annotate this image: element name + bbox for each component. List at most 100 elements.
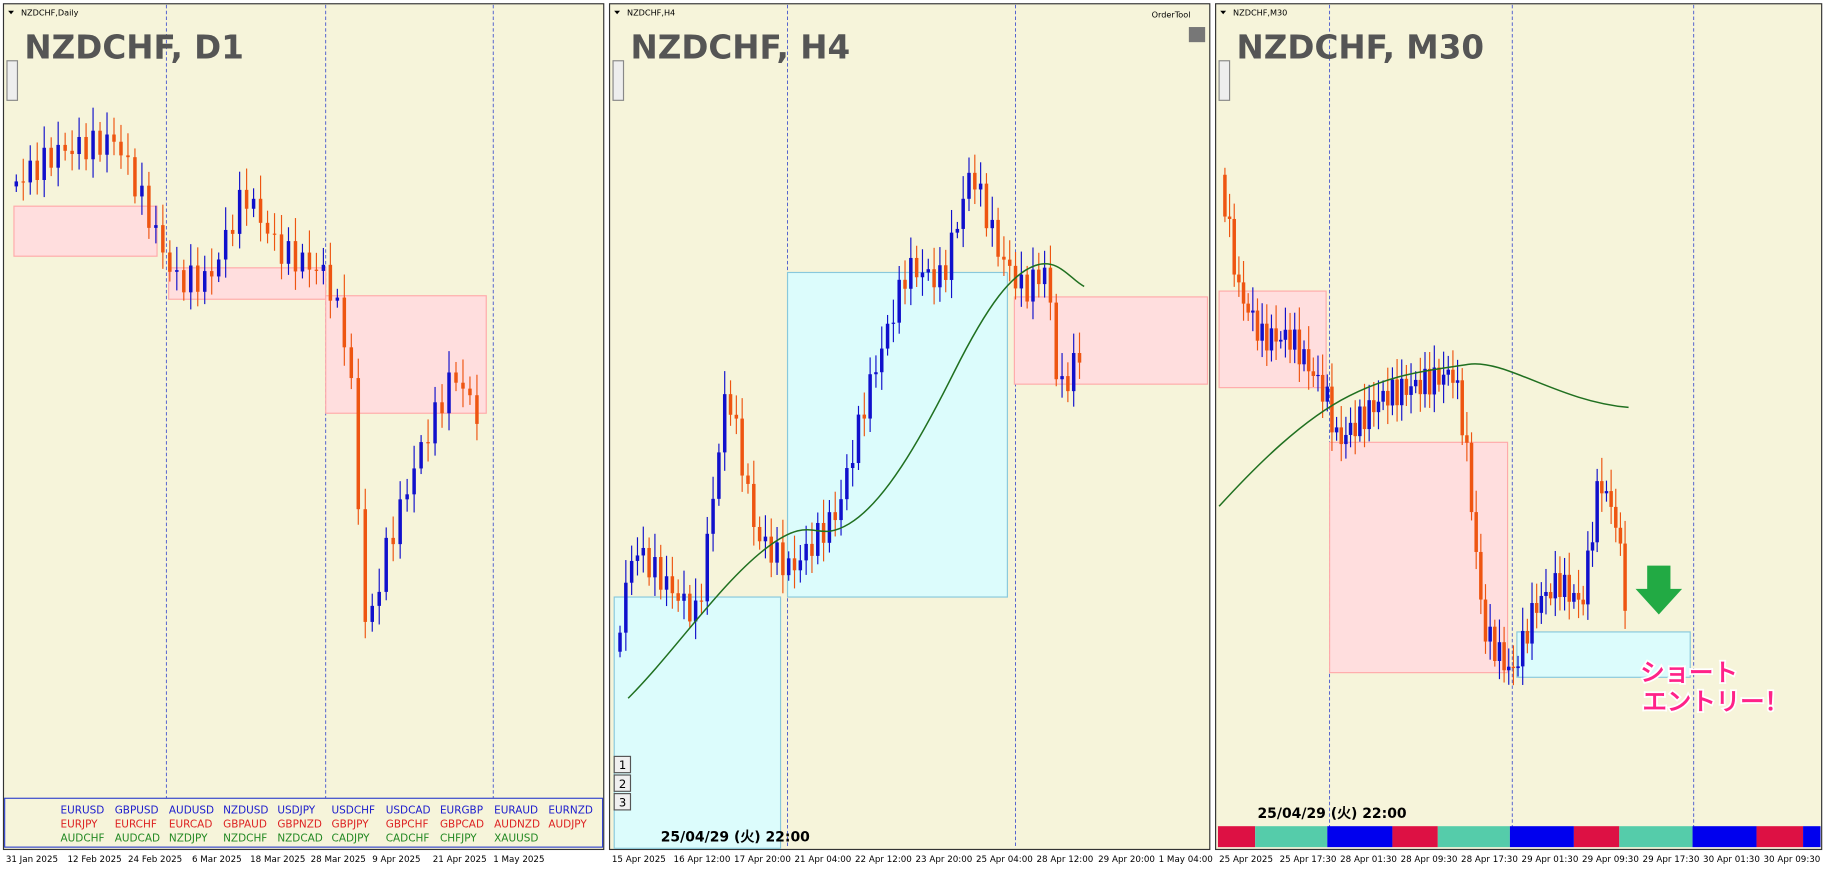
tab-button[interactable] [613,774,632,792]
symbol-button[interactable]: EURCAD [169,818,213,830]
candle-body [775,542,779,563]
candle-body [91,130,95,160]
candle-body [356,378,361,510]
candle-body [1241,282,1246,304]
candle-body [1060,376,1064,380]
annotation: エントリー！ [1643,687,1789,716]
symbol-button[interactable]: EURNZD [548,804,593,816]
symbol-button[interactable]: NZDJPY [169,832,208,844]
candle-body [1066,376,1070,392]
candle-body [769,536,773,563]
candle-body [1493,626,1497,661]
symbol-button[interactable]: GBPUSD [115,804,159,816]
symbol-button[interactable]: GBPJPY [332,818,370,830]
symbol-button[interactable]: EURUSD [60,804,104,816]
symbol-button[interactable]: XAUUSD [494,832,538,844]
candle-body [1404,378,1409,395]
chart-title: NZDCHF, M30 [1237,28,1484,66]
candle-body [676,593,680,601]
candle-body [321,264,326,271]
candle-body [1567,574,1571,602]
symbol-button[interactable]: CADCHF [386,832,430,844]
candle-body [28,160,32,183]
menu-arrow [8,10,14,15]
zone [13,205,158,257]
tab-button[interactable] [613,755,632,774]
candle-body [1237,274,1241,283]
x-axis-label: 29 Apr 17:30 [1643,855,1700,865]
candle-body [693,600,698,622]
symbol-button[interactable]: GBPAUD [223,818,267,830]
symbol-button[interactable]: NZDUSD [223,804,268,816]
symbol-button[interactable]: EURCHF [115,818,157,830]
chart-panel [2,3,605,851]
zone [168,267,327,300]
x-axis-label: 1 May 2025 [493,855,544,865]
symbol-button[interactable]: USDCAD [386,804,431,816]
candle-body [682,593,686,601]
candle-body [629,560,634,583]
candle-body [1418,379,1423,395]
candle-body [1441,374,1446,385]
scroll-button[interactable] [612,60,625,101]
candle-body [1469,442,1474,513]
candle-body [1260,323,1264,341]
indicator-bar [1619,826,1693,848]
candle-body [932,269,936,288]
symbol-button[interactable]: USDJPY [277,804,315,816]
symbol-button[interactable]: EURGBP [440,804,483,816]
candle-body [1283,329,1288,340]
candle-body [804,543,808,561]
zone [613,596,782,849]
candle-body [21,181,26,183]
symbol-button[interactable]: GBPCAD [440,818,484,830]
candle-body [1497,642,1502,661]
candle-body [717,452,721,499]
x-axis-label: 18 Mar 2025 [250,855,305,865]
candle-body [202,271,207,292]
symbol-button[interactable]: EURJPY [60,818,98,830]
symbol-button[interactable]: NZDCAD [277,832,323,844]
candle-body [722,394,727,453]
chart-panel [1215,3,1823,851]
candle-body [1553,573,1558,599]
tab-button-label: 2 [619,777,626,791]
candle-body [653,557,657,578]
symbol-button[interactable]: CADJPY [332,832,371,844]
x-axis-label: 21 Apr 04:00 [795,855,852,865]
scroll-button[interactable] [1218,60,1231,101]
symbol-button[interactable]: AUDCHF [60,832,104,844]
candle-body [377,591,381,606]
candle-body [119,141,123,156]
candle-body [990,219,995,229]
x-axis-label: 28 Mar 2025 [311,855,366,865]
symbol-button[interactable]: AUDUSD [169,804,214,816]
candle-body [1306,349,1311,372]
candle-body [1548,591,1553,599]
candle-body [70,150,74,155]
symbol-button[interactable]: GBPNZD [277,818,322,830]
candle-body [461,382,465,389]
symbol-button[interactable]: AUDJPY [548,818,587,830]
candle-body [920,272,925,278]
candle-body [786,558,791,576]
order-tool[interactable]: OrderTool [1152,10,1191,20]
symbol-button[interactable]: NZDCHF [223,832,267,844]
candle-body [1460,380,1464,436]
candle-body [1325,386,1330,402]
symbol-button[interactable]: GBPCHF [386,818,429,830]
scroll-button[interactable] [6,60,19,101]
symbol-button[interactable]: AUDNZD [494,818,540,830]
symbol-button[interactable]: EURAUD [494,804,538,816]
tab-button[interactable] [613,793,632,811]
candle-body [1474,512,1478,552]
candle-body [209,271,214,277]
symbol-button[interactable]: CHFJPY [440,832,477,844]
symbol-button[interactable]: USDCHF [332,804,376,816]
candle-body [781,542,785,576]
candle-body [300,252,305,272]
candle-body [1539,595,1544,613]
candle-body [839,499,843,521]
symbol-button[interactable]: AUDCAD [115,832,160,844]
